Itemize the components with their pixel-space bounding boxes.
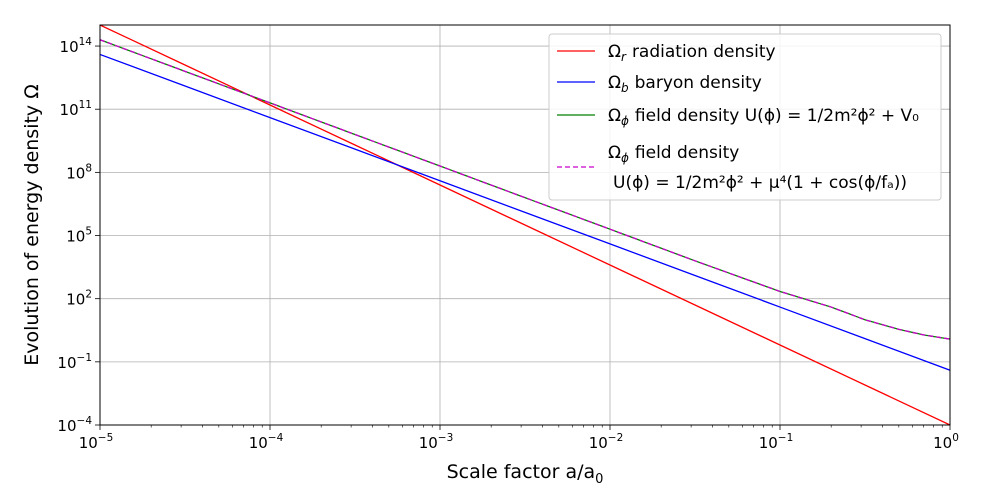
legend-symbol-field-cosine: Ω [608, 143, 621, 163]
legend-sub-field-quadratic: ϕ [621, 114, 629, 128]
plot-frame [99, 24, 951, 426]
legend-label-field-cosine: Ωϕ field density [608, 143, 739, 165]
legend-label-field-quadratic: Ωϕ field density U(ϕ) = 1/2m²ϕ² + V₀ [608, 106, 919, 128]
x-tick-label: 10−1 [759, 432, 794, 452]
legend-text-field-cosine: field density [635, 143, 739, 163]
ticks: 10−5 10−4 10−3 10−2 10−1 10010−410−1102105108… [57, 36, 958, 452]
y-tick-label: 1014 [60, 36, 93, 56]
legend-sub-radiation: r [621, 50, 627, 64]
y-tick-label: 102 [66, 289, 92, 309]
legend-frame [548, 33, 942, 201]
series-layer [100, 25, 950, 425]
x-tick-label: 100 [933, 432, 959, 452]
x-tick-label: 10−5 [79, 432, 114, 452]
legend-label-baryon: Ωb baryon density [608, 73, 762, 95]
y-tick-label: 108 [66, 162, 92, 182]
y-tick-label: 1011 [60, 99, 92, 119]
legend-text-radiation: radiation density [632, 42, 776, 62]
x-axis-title: Scale factor a/a0 [447, 461, 604, 487]
y-tick-label: 10−1 [57, 352, 92, 372]
legend-label-field-cosine-line2: U(ϕ) = 1/2m²ϕ² + μ⁴(1 + cos(ϕ/fₐ)) [613, 173, 907, 193]
legend-symbol-radiation: Ω [608, 42, 621, 62]
x-tick-label: 10−3 [419, 432, 454, 452]
x-tick-label: 10−2 [589, 432, 624, 452]
x-tick-label: 10−4 [249, 432, 284, 452]
series-line-radiation [100, 25, 950, 425]
series-line-field-cosine [100, 39, 950, 340]
legend-sub-baryon: b [621, 81, 629, 95]
y-tick-label: 10−4 [57, 415, 92, 435]
legend-text-field-quadratic: field density U(ϕ) = 1/2m²ϕ² + V₀ [635, 106, 919, 126]
legend-text-baryon: baryon density [635, 73, 762, 93]
y-tick-label: 105 [66, 226, 92, 246]
x-axis-title-sub: 0 [595, 472, 603, 487]
legend: Ωr radiation density Ωb baryon density Ωϕ f… [548, 33, 942, 201]
series-line-baryon [100, 53, 950, 371]
legend-symbol-field-quadratic: Ω [608, 106, 621, 126]
x-axis-title-main: Scale factor a/a [447, 461, 596, 483]
legend-symbol-baryon: Ω [608, 73, 621, 93]
legend-sub-field-cosine: ϕ [621, 151, 629, 165]
y-axis-title: Evolution of energy density Ω [21, 84, 43, 365]
legend-label-radiation: Ωr radiation density [608, 42, 776, 64]
